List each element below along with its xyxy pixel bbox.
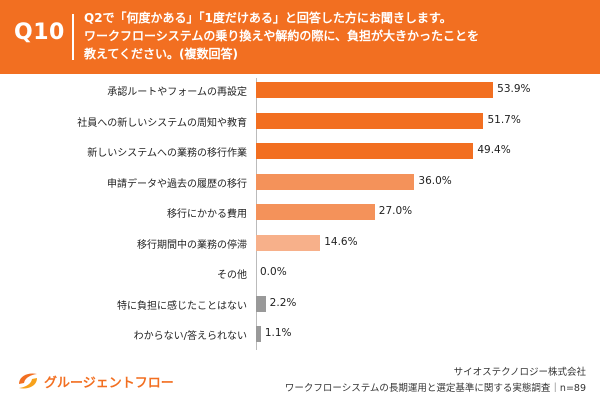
bar bbox=[256, 82, 494, 98]
category-label: 移行にかかる費用 bbox=[167, 209, 247, 220]
footer-survey-info: ワークフローシステムの長期運用と選定基準に関する実態調査｜n=89 bbox=[284, 383, 586, 394]
bar bbox=[256, 295, 266, 312]
value-label: 0.0% bbox=[260, 266, 287, 278]
value-label: 1.1% bbox=[264, 327, 292, 339]
value-label: 14.6% bbox=[324, 235, 358, 248]
question-line-3: 教えてください。(複数回答) bbox=[84, 47, 239, 61]
value-label: 51.7% bbox=[487, 113, 521, 126]
value-label: 53.9% bbox=[497, 83, 531, 95]
value-label: 2.2% bbox=[269, 296, 297, 309]
brand-logo-icon bbox=[19, 373, 37, 389]
question-line-2: ワークフローシステムの乗り換えや解約の際に、負担が大きかったことを bbox=[84, 29, 480, 43]
value-label: 36.0% bbox=[418, 174, 452, 187]
question-text: Q2で「何度かある」「1度だけある」と回答した方にお聞きします。 ワークフローシ… bbox=[84, 9, 590, 63]
footer-company: サイオステクノロジー株式会社 bbox=[453, 367, 586, 378]
header-divider bbox=[72, 14, 74, 60]
question-line-1: Q2で「何度かある」「1度だけある」と回答した方にお聞きします。 bbox=[84, 11, 452, 25]
bar bbox=[256, 326, 261, 342]
category-label: 申請データや過去の履歴の移行 bbox=[107, 178, 247, 190]
category-label: 移行期間中の業務の停滞 bbox=[137, 239, 247, 251]
bar bbox=[256, 204, 375, 220]
question-header: Q10 Q2で「何度かある」「1度だけある」と回答した方にお聞きします。 ワーク… bbox=[0, 0, 600, 74]
bar bbox=[256, 234, 321, 251]
bar bbox=[256, 173, 415, 190]
value-label: 27.0% bbox=[378, 205, 413, 217]
category-label: 特に負担に感じたことはない bbox=[117, 300, 247, 312]
bar bbox=[256, 112, 484, 129]
category-label: その他 bbox=[217, 270, 247, 281]
category-label: わからない/答えられない bbox=[133, 331, 247, 342]
brand-name: グルージェントフロー bbox=[44, 376, 174, 391]
category-label: 承認ルートやフォームの再設定 bbox=[107, 87, 247, 98]
value-label: 49.4% bbox=[477, 144, 511, 156]
bar bbox=[256, 143, 474, 159]
bar-chart: 承認ルートやフォームの再設定 53.9% 社員への新しいシステムの周知や教育 51.7… bbox=[0, 74, 600, 360]
category-label: 新しいシステムへの業務の移行作業 bbox=[87, 148, 247, 159]
question-number: Q10 bbox=[14, 20, 65, 45]
category-label: 社員への新しいシステムの周知や教育 bbox=[77, 117, 247, 129]
